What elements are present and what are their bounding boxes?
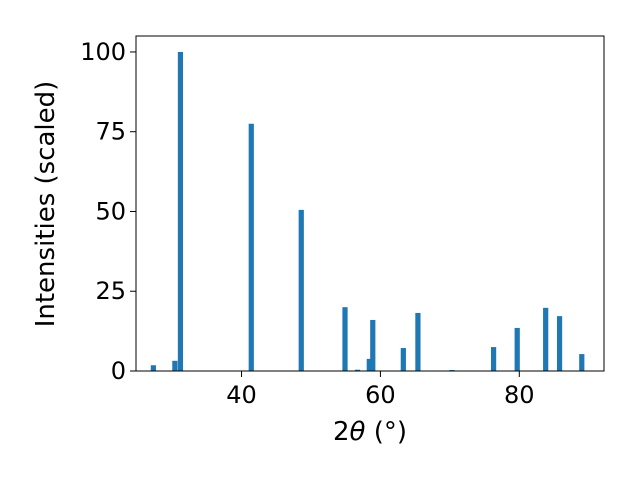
bar (543, 307, 549, 371)
bar (579, 354, 585, 371)
bar (342, 307, 348, 371)
x-tick-label: 60 (365, 381, 396, 409)
x-axis-label: 2θ (°) (333, 417, 407, 447)
bar (354, 369, 361, 371)
bar (177, 51, 184, 371)
y-tick-label: 25 (95, 277, 126, 305)
bar (150, 365, 156, 371)
x-tick-label: 40 (226, 381, 257, 409)
bar (556, 316, 563, 371)
y-tick-label: 0 (111, 357, 126, 385)
y-tick-label: 50 (95, 197, 126, 225)
bar (370, 319, 376, 371)
bar (490, 347, 497, 371)
y-tick-label: 75 (95, 118, 126, 146)
bar (415, 312, 421, 371)
x-axis-ticks: 40 60 80 (226, 371, 535, 409)
y-axis-label: Intensities (scaled) (31, 81, 61, 328)
plot-frame (135, 35, 605, 372)
bar (298, 209, 304, 371)
bar (366, 358, 372, 371)
y-axis-ticks: 0 25 50 75 100 (80, 38, 136, 385)
x-tick-label: 80 (504, 381, 535, 409)
bars (150, 51, 585, 372)
bar (172, 360, 178, 371)
y-tick-label: 100 (80, 38, 126, 66)
bar (400, 348, 406, 371)
bar (248, 123, 254, 372)
bar (514, 327, 520, 371)
